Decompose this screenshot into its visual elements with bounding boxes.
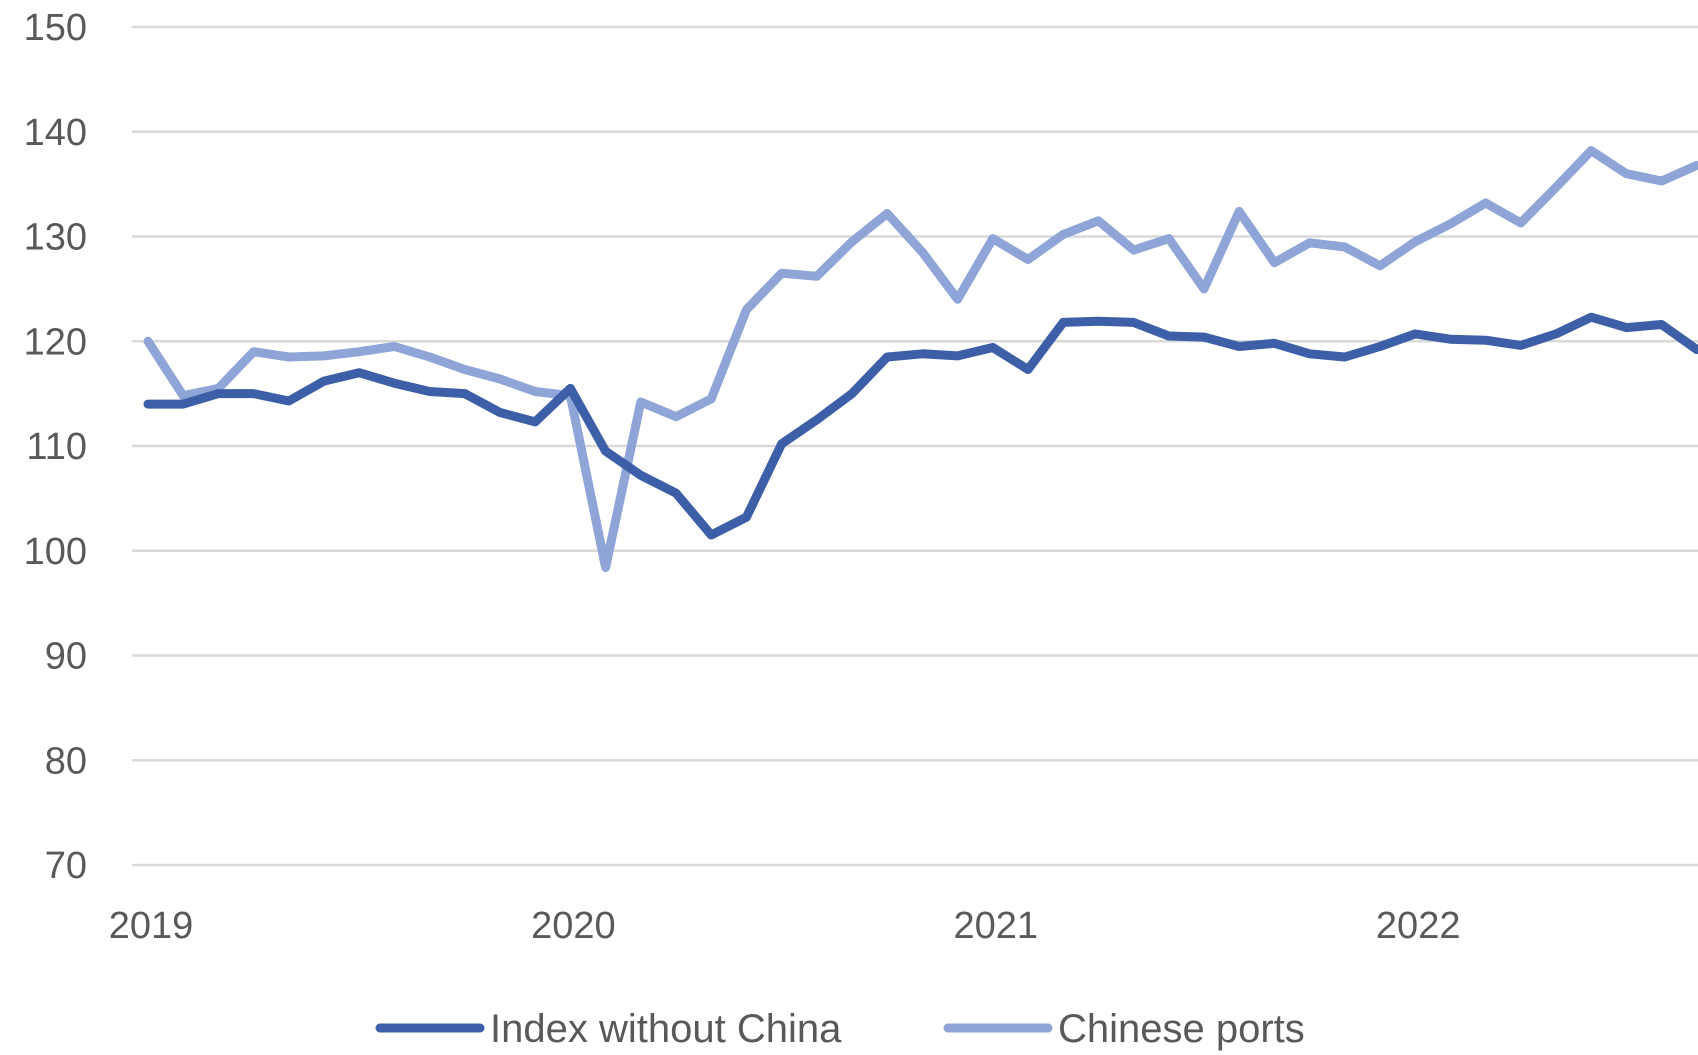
x-tick-label-2020: 2020 (531, 905, 616, 947)
x-axis-tick-labels: 2019 2020 2021 2022 (109, 905, 1461, 947)
x-tick-label-2021: 2021 (954, 905, 1039, 947)
y-tick-label-140: 140 (24, 112, 87, 154)
y-tick-label-130: 130 (24, 217, 87, 259)
y-axis-tick-labels: 70 80 90 100 110 120 130 140 150 (24, 7, 87, 887)
y-tick-label-70: 70 (45, 845, 87, 887)
y-tick-label-80: 80 (45, 740, 87, 782)
series-line-chinese-ports (143, 146, 1698, 572)
series-lines (143, 146, 1698, 572)
x-tick-label-2019: 2019 (109, 905, 194, 947)
gridlines (132, 25, 1698, 867)
y-tick-label-90: 90 (45, 636, 87, 678)
y-tick-label-120: 120 (24, 321, 87, 363)
y-tick-label-150: 150 (24, 7, 87, 49)
x-tick-label-2022: 2022 (1376, 905, 1461, 947)
y-tick-label-110: 110 (26, 426, 87, 468)
legend-label-chinese-ports: Chinese ports (1058, 1007, 1305, 1051)
series-line-index-without-china (143, 312, 1698, 540)
y-tick-label-100: 100 (24, 531, 87, 573)
legend-label-index-without-china: Index without China (490, 1007, 842, 1051)
legend: Index without China Chinese ports (375, 1007, 1305, 1051)
